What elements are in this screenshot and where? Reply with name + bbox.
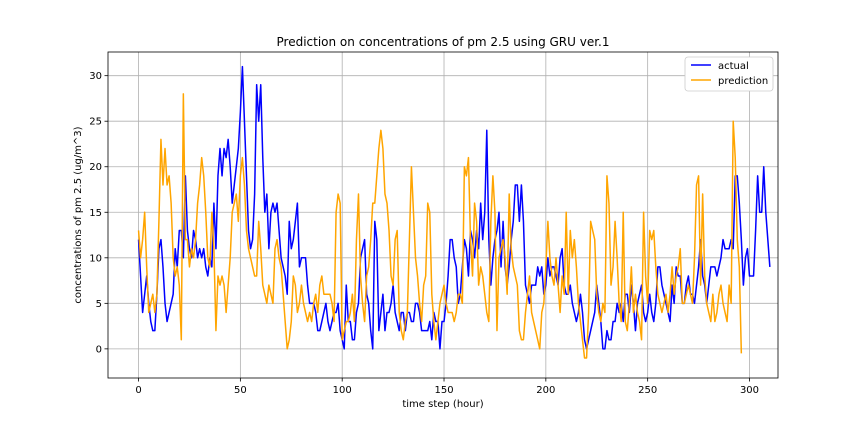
grid-lines xyxy=(108,52,778,378)
y-tick-label: 30 xyxy=(89,71,102,82)
chart-title: Prediction on concentrations of pm 2.5 u… xyxy=(277,35,610,49)
plot-area xyxy=(108,52,778,378)
x-axis-label: time step (hour) xyxy=(402,399,483,410)
y-tick-label: 20 xyxy=(89,162,102,173)
x-tick-label: 150 xyxy=(434,385,453,396)
series-line-prediction xyxy=(137,93,743,359)
y-tick-label: 10 xyxy=(89,253,102,264)
y-tick-label: 25 xyxy=(89,117,102,128)
x-tick-label: 0 xyxy=(135,385,141,396)
x-tick-label: 300 xyxy=(740,385,759,396)
x-tick-label: 200 xyxy=(536,385,555,396)
legend-label-prediction: prediction xyxy=(718,76,768,87)
y-tick-label: 0 xyxy=(96,344,102,355)
y-tick-label: 15 xyxy=(89,208,102,219)
y-axis-label: concentrations of pm 2.5 (ug/m^3) xyxy=(73,126,84,303)
x-tick-label: 50 xyxy=(234,385,247,396)
x-tick-label: 100 xyxy=(333,385,352,396)
x-tick-label: 250 xyxy=(638,385,657,396)
legend: actual prediction xyxy=(684,56,774,92)
plot-frame xyxy=(107,51,779,379)
y-tick-label: 5 xyxy=(96,299,102,310)
series-lines xyxy=(137,65,771,359)
legend-label-actual: actual xyxy=(718,61,749,72)
axis-ticks: 0 50 100 150 200 250 300 0 5 10 15 20 25 30 xyxy=(89,71,759,396)
